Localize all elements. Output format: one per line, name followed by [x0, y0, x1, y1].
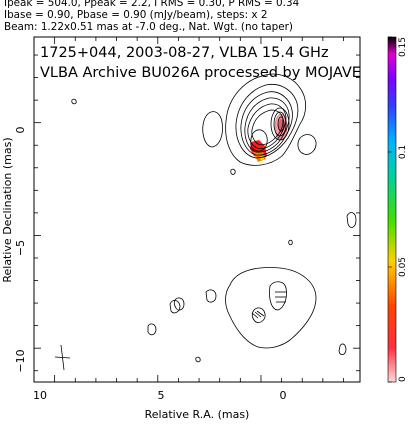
y-axis-title: Relative Declination (mas) — [1, 137, 14, 282]
x-tick-label: 5 — [158, 389, 165, 402]
contour-core-3 — [240, 91, 293, 156]
plot-frame — [33, 36, 361, 383]
colorbar-labels: 0 0.05 0.1 0.15 — [388, 36, 408, 383]
contour-south-knot — [251, 307, 266, 323]
contour-small-3 — [205, 289, 217, 303]
contour-small-1 — [173, 297, 185, 311]
contour-south-outer — [225, 267, 317, 349]
contour-core-5 — [247, 103, 287, 149]
contour-south-inner — [269, 281, 287, 311]
plot-frame-group — [33, 36, 361, 383]
y-tick-label: −5 — [14, 240, 27, 256]
tick-marks — [34, 37, 360, 382]
contour-small-6 — [338, 343, 347, 356]
x-tick-label: 10 — [33, 389, 47, 402]
contour-small-8 — [288, 239, 293, 246]
y-tick-label: −10 — [14, 349, 27, 372]
x-tick-label: 0 — [280, 389, 287, 402]
x-axis-title: Relative R.A. (mas) — [145, 408, 250, 421]
contour-small-9 — [71, 98, 77, 105]
contour-small-2 — [169, 300, 181, 314]
pol-vector — [256, 310, 265, 317]
contour-core-2 — [235, 83, 299, 159]
y-tick-label: 0 — [14, 127, 27, 134]
header-stats-line-2: Ibase = 0.90, Pbase = 0.90 (mJy/beam), s… — [4, 9, 268, 21]
contour-core-peak-1 — [270, 107, 290, 141]
colorbar: 0 0.05 0.1 0.15 — [387, 36, 408, 383]
colorbar-tick-label: 0.1 — [398, 145, 408, 159]
contour-small-5 — [346, 212, 357, 228]
contour-blob-left — [202, 111, 223, 148]
contour-core-4 — [244, 97, 290, 153]
contour-blob-right — [297, 134, 317, 155]
core-pol-inner — [278, 119, 284, 133]
restoring-beam-cross — [54, 344, 71, 371]
contour-jet-knot — [250, 129, 268, 152]
pol-vector — [251, 312, 259, 319]
tick-labels: 10 5 0 0 −5 −10 — [14, 127, 287, 403]
plot-annotation-source: 1725+044, 2003-08-27, VLBA 15.4 GHz — [40, 45, 329, 61]
contour-small-7 — [230, 168, 236, 175]
contour-core-6 — [251, 109, 284, 146]
plot-annotation-archive: VLBA Archive BU026A processed by MOJAVE — [40, 65, 361, 81]
colorbar-tick-label: 0 — [398, 376, 408, 382]
colorbar-tick-label: 0.15 — [398, 37, 408, 57]
contour-core-peak-3 — [277, 116, 285, 132]
contour-small-4 — [147, 323, 157, 336]
header-beam-line: Beam: 1.22x0.51 mas at -7.0 deg., Nat. W… — [4, 21, 293, 33]
pol-vector — [254, 311, 262, 318]
contour-core-peak-2 — [273, 111, 287, 137]
intensity-contours — [71, 73, 357, 363]
polarization-vectors — [251, 291, 286, 319]
contour-small-10 — [195, 356, 201, 363]
colorbar-tick-label: 0.05 — [398, 257, 408, 277]
colorbar-gradient — [387, 36, 397, 383]
header-stats-line-1: Ipeak = 504.0, Ppeak = 2.2, I RMS = 0.30… — [4, 0, 300, 9]
contour-outer-core — [225, 73, 307, 166]
beam-minor-axis — [54, 356, 71, 359]
